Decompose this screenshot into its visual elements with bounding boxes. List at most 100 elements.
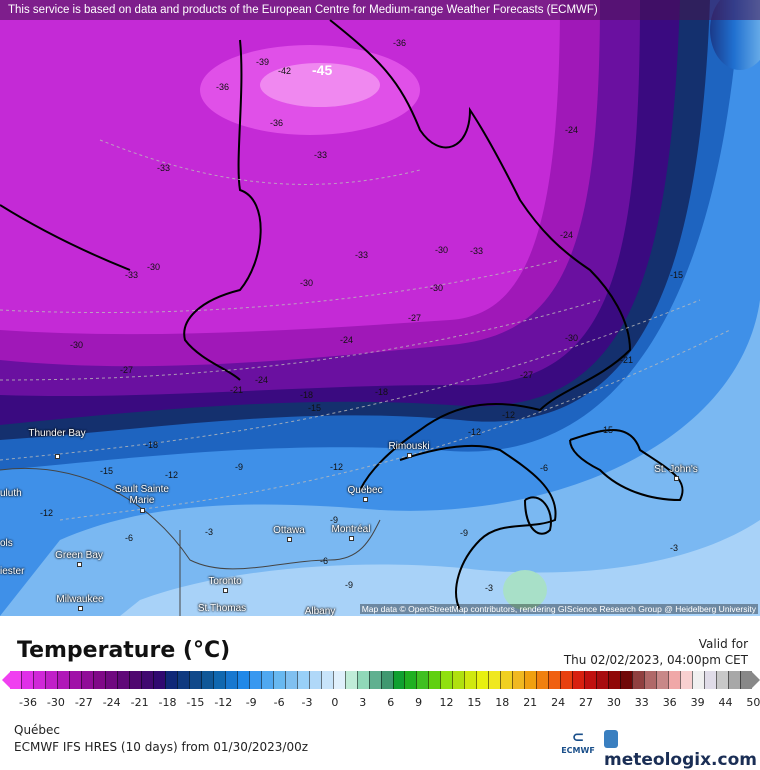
isotherm-label: -9 (235, 462, 244, 472)
city-label: uluth (0, 488, 22, 499)
colorbar-tick-label: 3 (359, 696, 367, 709)
colorbar-swatch (488, 671, 501, 689)
legend-title: Temperature (°C) (17, 638, 231, 663)
city-label: Montréal (331, 524, 371, 535)
region-name: Québec (14, 723, 61, 737)
colorbar-swatch (620, 671, 633, 689)
colorbar-tick-label: -12 (214, 696, 233, 709)
borders (0, 468, 381, 616)
colorbar-swatch (680, 671, 693, 689)
colorbar-swatch (692, 671, 705, 689)
colorbar-tick-label: 0 (331, 696, 339, 709)
colorbar-swatch (704, 671, 717, 689)
isotherm-label: -12 (502, 410, 516, 420)
colorbar-swatch (200, 671, 213, 689)
colorbar-swatch (92, 671, 105, 689)
colorbar-swatch (272, 671, 285, 689)
colorbar-swatch (392, 671, 405, 689)
colorbar-tick-label: 44 (718, 696, 733, 709)
city-label: St. John's (654, 464, 698, 475)
isotherm-label: -3 (485, 583, 494, 593)
city-marker (674, 476, 679, 481)
colorbar-swatch (236, 671, 249, 689)
temperature-field (0, 0, 760, 616)
isotherm-label: -15 (600, 425, 614, 435)
colorbar-tick-label: -36 (19, 696, 37, 709)
colorbar-tick-label: -18 (158, 696, 177, 709)
colorbar-swatch (584, 671, 597, 689)
city-marker (223, 588, 228, 593)
isotherm-label: -30 (70, 340, 84, 350)
city-label: Toronto (208, 576, 242, 587)
colorbar-tick-label: -15 (186, 696, 205, 709)
city-label: Albany (304, 606, 336, 616)
meteologix-logo[interactable]: meteologix.com (604, 730, 760, 770)
isotherm-label: -15 (670, 270, 684, 280)
colorbar-swatch (440, 671, 453, 689)
isotherm-label: -9 (330, 515, 339, 525)
colorbar-swatch (284, 671, 297, 689)
meteologix-icon (604, 730, 618, 748)
isotherm-label: -12 (468, 427, 482, 437)
colorbar-swatch (128, 671, 141, 689)
valid-time: Valid for Thu 02/02/2023, 04:00pm CET (564, 636, 748, 668)
colorbar-swatch (572, 671, 585, 689)
isotherm-label: -9 (460, 528, 469, 538)
isotherm-label: -3 (205, 527, 214, 537)
isotherm-label: -39 (256, 57, 270, 67)
isotherm-label: -18 (145, 440, 159, 450)
coastlines (0, 19, 684, 611)
ecmwf-notice-banner: This service is based on data and produc… (0, 0, 760, 20)
isotherm-label: -33 (470, 246, 484, 256)
isotherm-label: -45 (312, 62, 333, 78)
colorbar-swatch (260, 671, 273, 689)
colorbar-tick-label: -27 (74, 696, 93, 709)
colorbar-swatch (644, 671, 657, 689)
isotherm-label: -33 (125, 270, 139, 280)
isotherm-label: -27 (520, 370, 534, 380)
colorbar-swatch (44, 671, 57, 689)
colorbar-swatch (428, 671, 441, 689)
isotherm-label: -30 (565, 333, 579, 343)
city-marker (349, 536, 354, 541)
colorbar-swatch (728, 671, 741, 689)
colorbar-tick-label: -21 (130, 696, 149, 709)
city-label: Québec (347, 485, 383, 496)
city-marker (55, 454, 60, 459)
isotherm-label: -33 (157, 163, 171, 173)
city-label: St.Thomas (197, 603, 247, 614)
map-attribution[interactable]: Map data © OpenStreetMap contributors, r… (359, 604, 758, 614)
isotherm-label: -24 (560, 230, 574, 240)
colorbar-swatch (212, 671, 225, 689)
colorbar (10, 671, 753, 689)
colorbar-swatch (416, 671, 429, 689)
colorbar-tick-label: 12 (439, 696, 454, 709)
colorbar-swatch (152, 671, 165, 689)
colorbar-swatch (668, 671, 681, 689)
colorbar-swatch (176, 671, 189, 689)
isotherms (0, 139, 731, 521)
colorbar-tick-label: 6 (387, 696, 395, 709)
ecmwf-logo: ⊂ ECMWF (561, 728, 595, 755)
colorbar-tick-label: 39 (690, 696, 705, 709)
colorbar-swatch (548, 671, 561, 689)
isotherm-label: -24 (255, 375, 269, 385)
isotherm-label: -30 (430, 283, 444, 293)
temperature-map[interactable]: -45 -42 -39 -36 -36 -36 -33 -33 -33 -33 -30 -30 -30-… (0, 0, 760, 616)
colorbar-swatch (476, 671, 489, 689)
isotherm-label: -12 (165, 470, 179, 480)
isotherm-label: -33 (314, 150, 328, 160)
colorbar-min-arrow (2, 671, 11, 689)
isotherm-label: -30 (147, 262, 161, 272)
colorbar-swatch (536, 671, 549, 689)
colorbar-swatch (356, 671, 369, 689)
isotherm-label: -36 (393, 38, 407, 48)
colorbar-swatch (500, 671, 513, 689)
city-label: ols (0, 538, 13, 549)
colorbar-tick-label: -30 (46, 696, 65, 709)
colorbar-swatch (332, 671, 345, 689)
isotherm-label: -9 (345, 580, 354, 590)
colorbar-swatch (404, 671, 417, 689)
colorbar-swatch (308, 671, 321, 689)
isotherm-label: -15 (100, 466, 114, 476)
